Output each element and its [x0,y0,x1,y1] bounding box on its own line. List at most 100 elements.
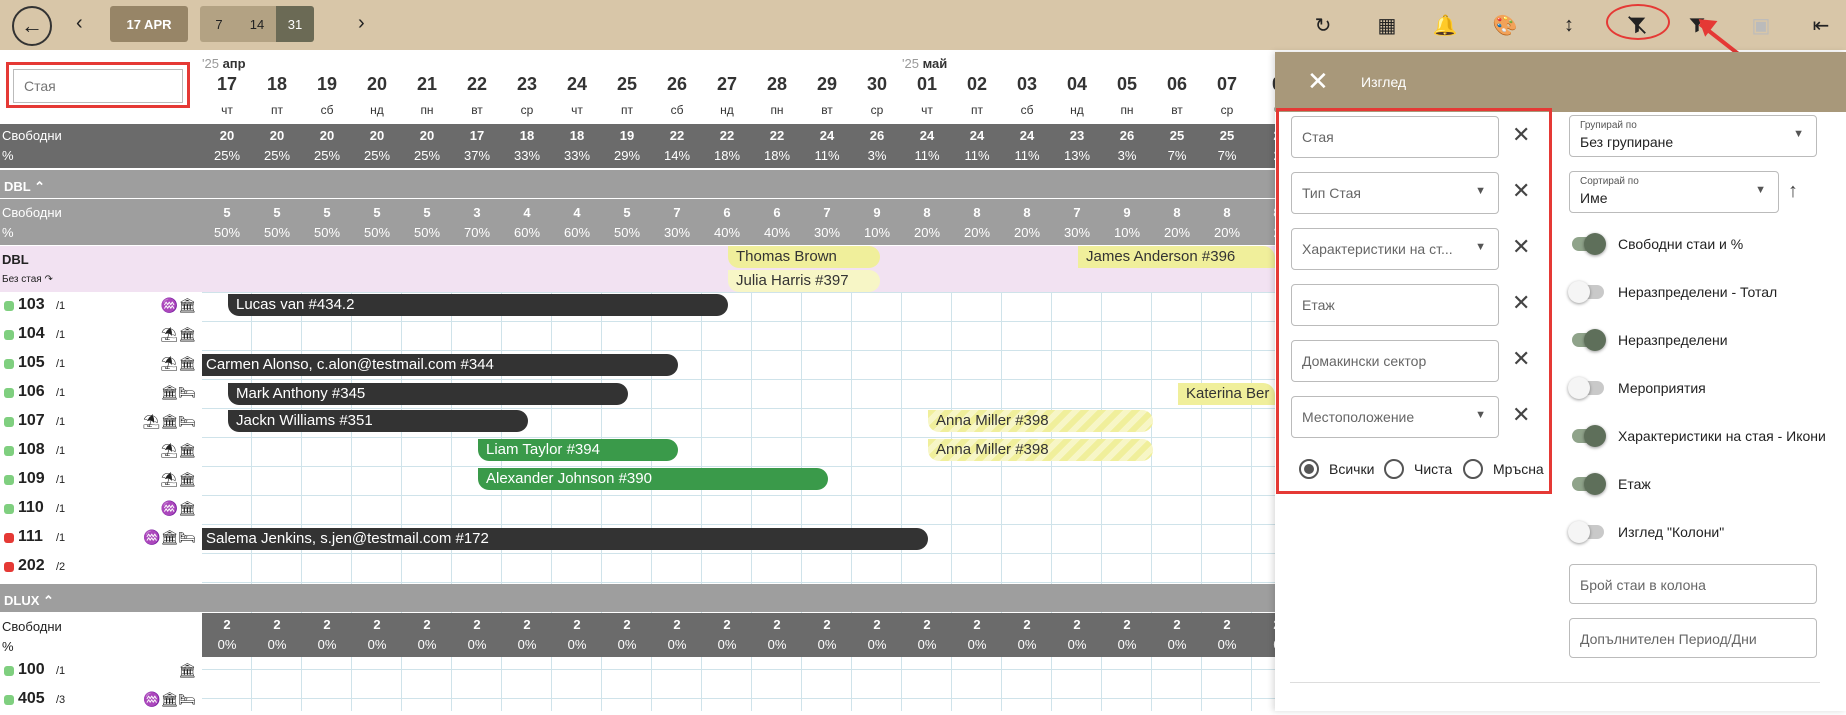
free-count: 2 [1023,617,1031,632]
day-name: пт [971,103,983,117]
radio-dirty[interactable]: Мръсна [1463,459,1544,479]
room-status-dot [4,446,14,456]
radio-clean[interactable]: Чиста [1384,459,1452,479]
toggle-row[interactable]: Неразпределени [1572,329,1728,351]
room-feature-icons: ⛱🏛🛏 [142,413,196,429]
clear-room-filter-icon[interactable]: ✕ [1512,122,1531,147]
rooms-per-column-input[interactable]: Брой стаи в колона [1569,564,1817,604]
booking-bar[interactable]: Salema Jenkins, s.jen@testmail.com #172 [202,528,928,550]
vertical-resize-icon[interactable]: ↕ [1564,13,1574,36]
toggle-row[interactable]: Изглед "Колони" [1568,521,1724,543]
chevron-right-icon[interactable]: › [358,12,365,34]
room-type-filter[interactable]: Тип Стая ▼ [1291,172,1499,214]
room-row[interactable]: 108/1 ⛱🏛 [0,437,200,466]
free-count: 20 [369,128,385,143]
free-percent: 30% [813,225,841,240]
free-percent: 0% [517,637,537,652]
day-name: сб [670,103,684,117]
booking-bar[interactable]: Anna Miller #398 [928,410,1153,432]
location-filter[interactable]: Местоположение ▼ [1291,396,1499,438]
booking-bar[interactable]: Anna Miller #398 [928,439,1153,461]
room-filter-field[interactable]: Стая [1291,116,1499,158]
room-row[interactable]: 202/2 [0,553,200,582]
sort-by-select[interactable]: Сортирай по Име ▼ [1569,171,1779,213]
room-row[interactable]: 109/1 ⛱🏛 [0,466,200,495]
booking-bar[interactable]: James Anderson #396 [1078,246,1275,268]
range-7-button[interactable]: 7 [200,6,238,42]
room-number: 106 [18,383,45,400]
toggle-switch[interactable] [1568,377,1604,399]
day-name: чт [571,103,583,117]
toggle-switch[interactable] [1568,521,1604,543]
booking-bar[interactable]: Jackn Williams #351 [228,410,528,432]
room-row[interactable]: 405/3 ♒🏛🛏 [0,686,200,715]
day-name: сб [1020,103,1034,117]
range-14-button[interactable]: 14 [238,6,276,42]
room-row[interactable]: 107/1 ⛱🏛🛏 [0,408,200,437]
refresh-icon[interactable]: ↻ [1314,14,1332,37]
toggle-switch[interactable] [1568,281,1604,303]
group-by-select[interactable]: Групирай по Без групиране ▼ [1569,115,1817,157]
radio-all[interactable]: Всички [1299,459,1374,479]
toggle-row[interactable]: Етаж [1572,473,1651,495]
close-icon[interactable]: ✕ [1307,66,1329,96]
section-header-dbl[interactable]: DBL ⌃ [0,170,1275,198]
clear-location-icon[interactable]: ✕ [1512,402,1531,427]
toggle-row[interactable]: Характеристики на стая - Икони [1572,425,1826,447]
room-row[interactable]: 106/1 🏛🛏 [0,379,200,408]
clear-features-icon[interactable]: ✕ [1512,234,1531,259]
room-row[interactable]: 111/1 ♒🏛🛏 [0,524,200,553]
room-row[interactable]: 110/1 ♒🏛 [0,495,200,524]
date-button[interactable]: 17 APR [110,6,188,42]
extra-period-input[interactable]: Допълнителен Период/Дни [1569,618,1817,658]
booking-bar[interactable]: Thomas Brown [728,246,880,268]
range-31-button[interactable]: 31 [276,6,314,42]
toggle-row[interactable]: Неразпределени - Тотал [1568,281,1777,303]
notification-add-icon[interactable]: 🔔 [1432,14,1458,37]
focus-icon[interactable]: ▣ [1751,14,1771,37]
section-header-dlux[interactable]: DLUX ⌃ [0,584,1275,612]
back-icon[interactable]: ← [12,6,52,46]
columns-icon[interactable]: ▦ [1377,14,1397,37]
free-count: 24 [919,128,935,143]
room-row[interactable]: 104/1 ⛱🏛 [0,321,200,350]
room-status-dot [4,359,14,369]
room-row[interactable]: 100/1 🏛 [0,657,200,686]
booking-bar[interactable]: Mark Anthony #345 [228,383,628,405]
room-number: 107 [18,412,45,429]
toggle-row[interactable]: Мероприятия [1568,377,1706,399]
room-row[interactable]: 105/1 ⛱🏛 [0,350,200,379]
toggle-switch[interactable] [1572,233,1606,255]
clear-housekeeping-icon[interactable]: ✕ [1512,346,1531,371]
booking-bar[interactable]: Julia Harris #397 [728,270,880,292]
room-features-filter[interactable]: Характеристики на ст... ▼ [1291,228,1499,270]
sidebar-toggle-icon[interactable]: ⇤ [1812,14,1830,37]
free-count: 2 [573,617,581,632]
clear-floor-icon[interactable]: ✕ [1512,290,1531,315]
filter-icon[interactable] [1682,10,1712,40]
toggle-switch[interactable] [1572,329,1606,351]
free-percent: 0% [1117,637,1137,652]
free-count: 20 [419,128,435,143]
filter-off-icon[interactable] [1622,10,1652,40]
toggle-row[interactable]: Свободни стаи и % [1572,233,1743,255]
clear-room-type-icon[interactable]: ✕ [1512,178,1531,203]
free-count: 5 [223,205,231,220]
free-percent: 30% [1063,225,1091,240]
room-number: 108 [18,441,45,458]
palette-icon[interactable]: 🎨 [1492,14,1518,37]
toggle-switch[interactable] [1572,473,1606,495]
chevron-left-icon[interactable]: ‹ [76,12,83,34]
booking-bar[interactable]: Alexander Johnson #390 [478,468,828,490]
booking-bar[interactable]: Carmen Alonso, c.alon@testmail.com #344 [202,354,678,376]
room-search-input[interactable] [13,69,183,103]
free-percent: 40% [763,225,791,240]
booking-bar[interactable]: Liam Taylor #394 [478,439,678,461]
booking-bar[interactable]: Lucas van #434.2 [228,294,728,316]
booking-bar[interactable]: Katerina Ber [1178,383,1275,405]
room-row[interactable]: 103/1 ♒🏛 [0,292,200,321]
housekeeping-filter-field[interactable]: Домакински сектор [1291,340,1499,382]
toggle-switch[interactable] [1572,425,1606,447]
sort-ascending-icon[interactable]: ↑ [1788,180,1798,202]
floor-filter-field[interactable]: Етаж [1291,284,1499,326]
